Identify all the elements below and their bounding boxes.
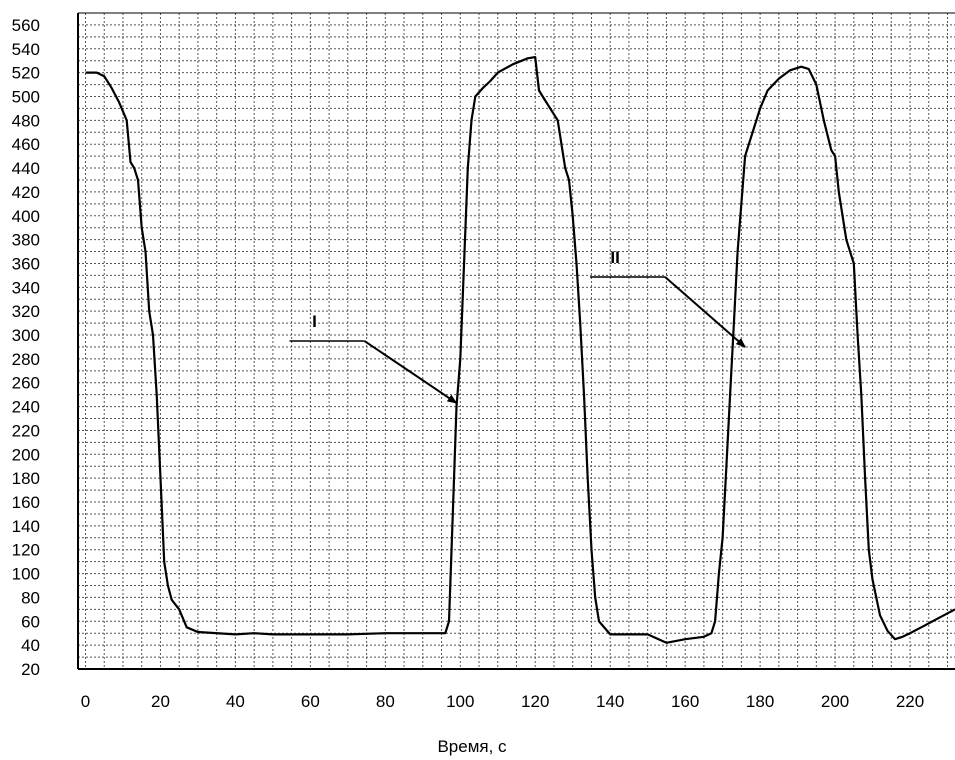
y-tick-label: 40: [21, 636, 40, 655]
y-tick-label: 100: [12, 565, 40, 584]
y-tick-label: 120: [12, 541, 40, 560]
y-tick-label: 480: [12, 111, 40, 130]
y-tick-label: 360: [12, 254, 40, 273]
y-tick-label: 340: [12, 278, 40, 297]
annotation-label: II: [610, 248, 619, 267]
x-tick-label: 220: [896, 692, 924, 711]
x-tick-label: 140: [596, 692, 624, 711]
axes: [77, 12, 955, 670]
y-tick-label: 380: [12, 231, 40, 250]
annotation-label: I: [312, 312, 317, 331]
y-tick-label: 300: [12, 326, 40, 345]
y-tick-label: 140: [12, 517, 40, 536]
grid-lines: [78, 12, 955, 670]
y-tick-label: 20: [21, 660, 40, 679]
y-tick-label: 460: [12, 135, 40, 154]
x-tick-label: 20: [151, 692, 170, 711]
x-tick-label: 40: [226, 692, 245, 711]
x-tick-label: 60: [301, 692, 320, 711]
y-tick-label: 500: [12, 87, 40, 106]
y-tick-label: 420: [12, 183, 40, 202]
y-tick-label: 80: [21, 588, 40, 607]
y-tick-label: 160: [12, 493, 40, 512]
data-series: [85, 56, 955, 644]
series-line: [85, 56, 955, 644]
y-tick-label: 60: [21, 612, 40, 631]
y-tick-label: 540: [12, 40, 40, 59]
x-axis-label: Время, с: [437, 737, 507, 756]
y-tick-label: 520: [12, 64, 40, 83]
y-tick-label: 400: [12, 207, 40, 226]
y-tick-labels: 20 40 60 80 100 120 140 160 180 200 220 240 260 280 30…: [12, 16, 40, 679]
y-tick-label: 200: [12, 445, 40, 464]
x-tick-label: 120: [521, 692, 549, 711]
x-tick-label: 180: [746, 692, 774, 711]
annotation-arrow: [664, 276, 746, 348]
x-tick-label: 100: [446, 692, 474, 711]
y-tick-label: 560: [12, 16, 40, 35]
y-tick-label: 280: [12, 350, 40, 369]
x-tick-labels: 0 20 40 60 80 100 120 140 160 180 200 220: [81, 692, 924, 711]
annotations: III: [289, 248, 746, 404]
y-tick-label: 320: [12, 302, 40, 321]
y-tick-label: 260: [12, 374, 40, 393]
y-tick-label: 180: [12, 469, 40, 488]
x-tick-label: 80: [376, 692, 395, 711]
annotation-arrow: [363, 340, 458, 404]
x-tick-label: 0: [81, 692, 90, 711]
y-tick-label: 240: [12, 398, 40, 417]
x-tick-label: 160: [671, 692, 699, 711]
y-tick-label: 440: [12, 159, 40, 178]
y-tick-label: 220: [12, 421, 40, 440]
x-tick-label: 200: [821, 692, 849, 711]
